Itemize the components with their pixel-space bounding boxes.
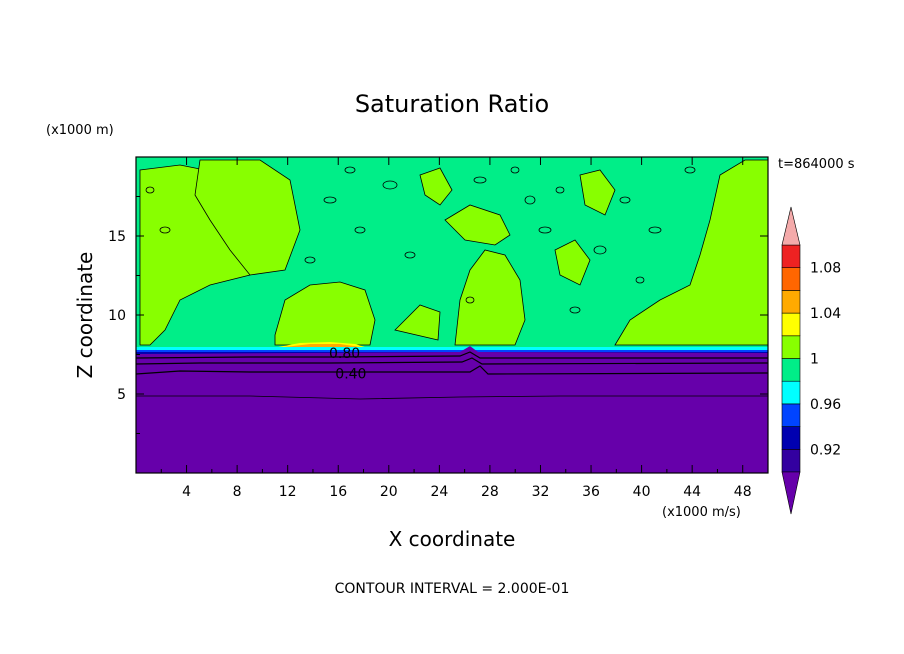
colorbar-band: [781, 312, 801, 337]
x-axis-ticks: 4 8 12 16 20 24 28 32 36 40 44 48: [160, 157, 752, 500]
supersaturated-cap: [278, 342, 368, 348]
y-unit-label: (x1000 m): [46, 123, 114, 138]
x-tick-label: 24: [430, 484, 448, 500]
colorbar-band: [781, 426, 801, 450]
contour-interval-note: CONTOUR INTERVAL = 2.000E-01: [335, 581, 570, 597]
y-tick-label: 10: [108, 308, 126, 324]
colorbar-label: 1.08: [810, 261, 841, 277]
time-label: t=864000 s: [778, 157, 855, 172]
x-tick-label: 16: [329, 484, 347, 500]
band-blue: [136, 350, 768, 352]
colorbar-band: [781, 448, 801, 473]
x-tick-label: 44: [683, 484, 701, 500]
contour-label: 0.40: [335, 366, 366, 382]
colorbar-band: [781, 335, 801, 359]
colorbar-over-arrow: [781, 206, 801, 246]
colorbar-band: [781, 244, 801, 269]
x-unit-label: (x1000 m/s): [662, 505, 741, 520]
colorbar-band: [781, 403, 801, 427]
x-tick-label: 8: [233, 484, 242, 500]
band-cyan: [136, 347, 768, 350]
y-axis-ticks: 5 10 15: [108, 196, 768, 434]
contour-label: 0.80: [329, 346, 360, 362]
x-tick-label: 48: [734, 484, 752, 500]
y-axis-title: Z coordinate: [73, 252, 97, 379]
colorbar-under-arrow: [781, 471, 801, 515]
x-tick-label: 40: [633, 484, 651, 500]
x-axis-title: X coordinate: [389, 527, 516, 551]
colorbar-label: 1: [810, 352, 819, 368]
colorbar-band: [781, 290, 801, 314]
field-lower-dry: [136, 346, 768, 473]
colorbar-label: 0.92: [810, 442, 841, 458]
x-tick-label: 32: [532, 484, 550, 500]
colorbar-label: 0.96: [810, 397, 841, 413]
x-tick-label: 20: [380, 484, 398, 500]
field-supersaturated-patches: [139, 159, 768, 346]
chart-title: Saturation Ratio: [355, 90, 549, 118]
colorbar-label: 1.04: [810, 306, 841, 322]
contour-labels: 0.80 0.40: [329, 346, 366, 383]
colorbar: 1.08 1.04 1 0.96 0.92: [781, 206, 841, 515]
plot-area: [136, 157, 768, 473]
colorbar-band: [781, 267, 801, 291]
contour-islands: [145, 166, 696, 314]
y-tick-label: 15: [108, 229, 126, 245]
colorbar-band: [781, 358, 801, 382]
colorbar-band: [781, 380, 801, 405]
y-tick-label: 5: [117, 387, 126, 403]
x-tick-label: 4: [182, 484, 191, 500]
x-tick-label: 28: [481, 484, 499, 500]
dry-layer-contours: [136, 351, 768, 400]
x-tick-label: 36: [582, 484, 600, 500]
x-tick-label: 12: [279, 484, 297, 500]
